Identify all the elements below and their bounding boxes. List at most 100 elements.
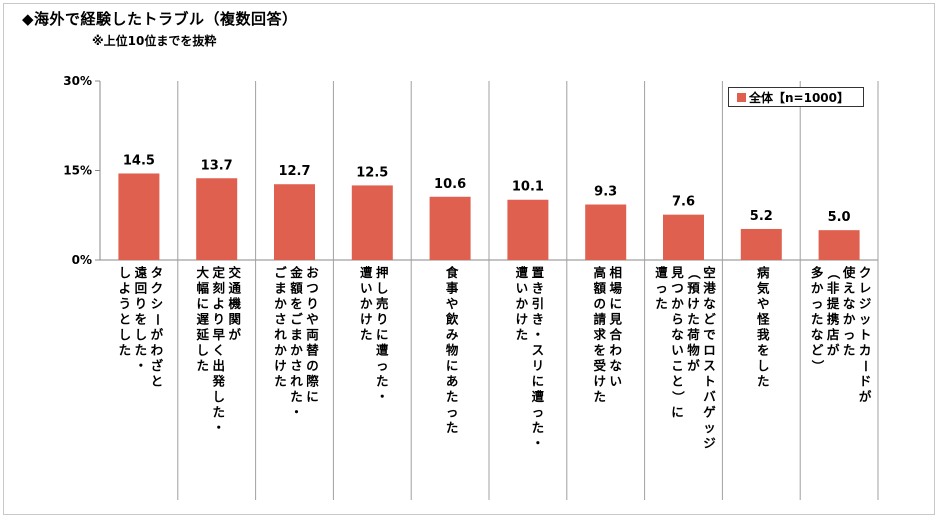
category-label-char: わ	[151, 343, 164, 358]
category-label-char: レ	[859, 281, 872, 296]
category-label-char: や	[446, 296, 459, 311]
category-label-char: っ	[655, 281, 668, 296]
legend: 全体【n=1000】	[728, 87, 864, 107]
bar	[351, 185, 393, 260]
category-label-char: 我	[757, 327, 770, 342]
category-label-char: ゲ	[703, 405, 716, 420]
category-label-char: 病	[757, 265, 770, 280]
category-label-char: し	[376, 281, 389, 296]
category-label-char: た	[687, 312, 700, 327]
category-label-char: と	[151, 374, 164, 389]
category-label-char: 物	[446, 343, 459, 358]
y-tick-label: 30%	[63, 74, 92, 88]
category-label-char: や	[306, 312, 319, 327]
category-label-char: ジ	[859, 296, 872, 311]
category-label-char: 遭	[360, 265, 373, 280]
category-label-char: 預	[687, 281, 700, 296]
category-label-char: バ	[703, 389, 716, 404]
category-label-char: う	[119, 296, 132, 311]
data-label: 5.2	[750, 209, 773, 224]
category-label-char: っ	[376, 358, 389, 373]
category-label-char: た	[376, 374, 389, 389]
category-label-char: 延	[195, 327, 209, 342]
data-label: 13.7	[201, 158, 233, 173]
category-label-char: え	[843, 281, 856, 296]
category-label-char: 置	[532, 265, 545, 280]
category-label-char: の	[593, 296, 606, 311]
category-label-char: 荷	[686, 327, 700, 342]
category-label-char: い	[360, 281, 373, 296]
category-label-char: か	[671, 296, 684, 311]
category-label-char: 幅	[196, 281, 209, 296]
category-label-char: っ	[811, 296, 824, 311]
category-label-char: お	[306, 265, 319, 280]
category-label-char: 携	[827, 312, 840, 327]
category-label-char: ）	[671, 391, 686, 404]
category-label-char: ど	[703, 312, 716, 327]
category-label-char: 際	[306, 374, 319, 389]
category-label-char: が	[228, 327, 241, 342]
category-label-char: に	[671, 405, 684, 420]
category-label-char: 使	[842, 265, 856, 280]
bar	[196, 178, 238, 260]
category-label-char: か	[516, 296, 529, 311]
category-label-char: 早	[212, 327, 225, 342]
category-label-char: ス	[532, 343, 545, 358]
category-label-char: 飲	[445, 312, 459, 327]
bar	[585, 204, 627, 260]
category-label-char: し	[196, 343, 209, 358]
category-label-char: た	[212, 405, 225, 420]
category-label-char: ト	[703, 374, 716, 389]
category-label-char: っ	[446, 405, 459, 420]
category-label-char: あ	[446, 374, 459, 389]
category-label-char: タ	[151, 265, 164, 280]
category-label-char: を	[135, 312, 148, 327]
category-label-char: で	[703, 327, 716, 342]
category-label-char: ご	[290, 312, 303, 327]
category-label-char: ー	[858, 360, 873, 373]
legend-label: 全体【n=1000】	[749, 90, 849, 105]
bar	[118, 173, 160, 260]
category-label-char: 関	[228, 312, 241, 327]
category-label-char: な	[811, 327, 824, 342]
category-label-char: ト	[859, 327, 872, 342]
category-label-char: や	[757, 296, 770, 311]
category-label-char: く	[212, 343, 225, 358]
category-label-char: を	[593, 343, 606, 358]
category-label-char: が	[827, 343, 840, 358]
category-label-char: か	[290, 343, 303, 358]
category-label-char: な	[843, 296, 856, 311]
category-label-char: た	[360, 327, 373, 342]
category-label-char: け	[593, 374, 606, 389]
category-label-char: 機	[228, 296, 241, 311]
category-label-char: を	[290, 296, 303, 311]
category-label-char: た	[593, 389, 606, 404]
category-label-char: 食	[445, 265, 459, 280]
data-label: 10.1	[512, 180, 544, 195]
category-label-char: れ	[274, 327, 287, 342]
category-label-char: ッ	[859, 312, 872, 327]
bar	[274, 184, 315, 260]
category-label-char: ）	[810, 360, 825, 373]
category-label-char: り	[135, 296, 148, 311]
bar	[663, 214, 704, 260]
category-label-char: 遭	[376, 343, 389, 358]
category-label-char: シ	[151, 296, 164, 311]
data-label: 10.6	[434, 177, 466, 192]
category-label-char: が	[859, 389, 872, 404]
category-label-char: け	[274, 358, 287, 373]
data-label: 14.5	[123, 153, 155, 168]
category-label-char: な	[609, 358, 622, 373]
category-label-char: ・	[290, 405, 303, 420]
category-label-char: よ	[119, 281, 132, 296]
category-label-char: た	[119, 343, 132, 358]
category-label-char: っ	[843, 327, 856, 342]
category-label-char: 場	[609, 281, 622, 296]
category-label-char: 額	[289, 281, 303, 296]
category-label-char: っ	[532, 405, 545, 420]
category-label-char: よ	[212, 296, 225, 311]
chart-subtitle: ※上位10位までを抜粋	[92, 34, 217, 48]
category-label-char: か	[274, 296, 287, 311]
category-label-char: 大	[196, 265, 209, 280]
